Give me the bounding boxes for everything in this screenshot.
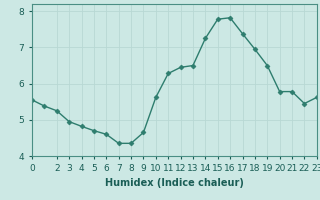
X-axis label: Humidex (Indice chaleur): Humidex (Indice chaleur) xyxy=(105,178,244,188)
